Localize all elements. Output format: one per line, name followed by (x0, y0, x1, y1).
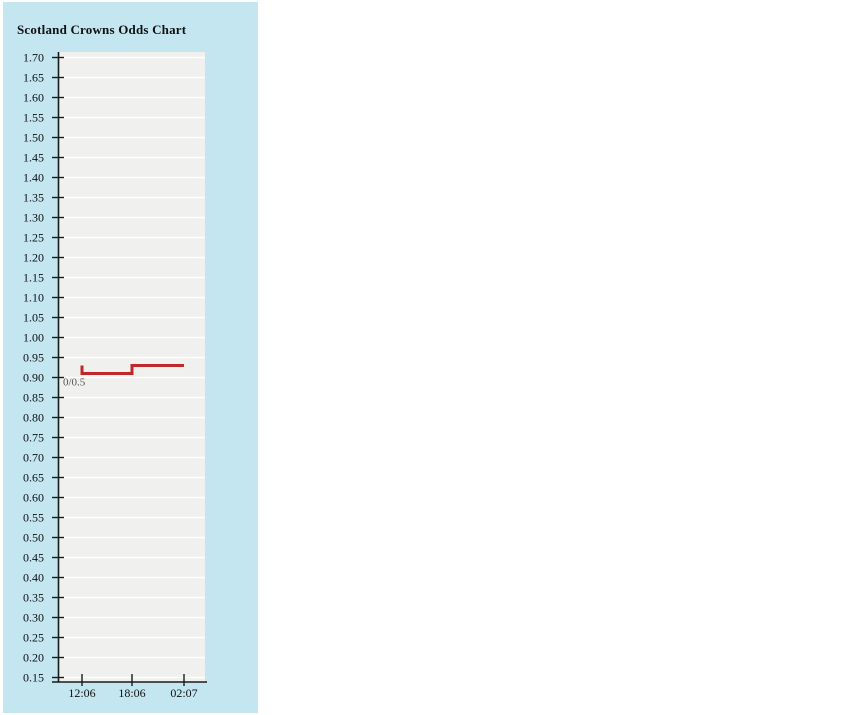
y-tick-label: 1.25 (23, 231, 44, 245)
y-tick-label: 0.55 (23, 511, 44, 525)
y-tick-label: 0.20 (23, 651, 44, 665)
y-tick-label: 1.00 (23, 331, 44, 345)
y-tick-label: 1.40 (23, 171, 44, 185)
y-tick-label: 0.80 (23, 411, 44, 425)
y-tick-label: 1.30 (23, 211, 44, 225)
y-tick-label: 0.70 (23, 451, 44, 465)
x-tick-label: 02:07 (170, 686, 197, 700)
y-tick-label: 0.40 (23, 571, 44, 585)
y-tick-label: 0.90 (23, 371, 44, 385)
chart-title: Scotland Crowns Odds Chart (17, 22, 187, 37)
y-tick-label: 1.10 (23, 291, 44, 305)
y-tick-label: 1.05 (23, 311, 44, 325)
y-tick-label: 0.95 (23, 351, 44, 365)
y-tick-label: 0.50 (23, 531, 44, 545)
y-tick-label: 1.60 (23, 91, 44, 105)
y-tick-label: 0.85 (23, 391, 44, 405)
y-tick-label: 1.45 (23, 151, 44, 165)
y-tick-label: 0.35 (23, 591, 44, 605)
x-tick-label: 18:06 (118, 686, 145, 700)
y-tick-label: 0.25 (23, 631, 44, 645)
y-tick-label: 0.45 (23, 551, 44, 565)
y-tick-label: 0.75 (23, 431, 44, 445)
y-tick-label: 0.60 (23, 491, 44, 505)
y-tick-label: 1.20 (23, 251, 44, 265)
y-tick-label: 0.30 (23, 611, 44, 625)
odds-step-chart: 1.70 1.65 1.60 1.55 1.50 1.45 1.40 1.35 1.30 1.25… (23, 51, 207, 700)
y-tick-label: 1.15 (23, 271, 44, 285)
y-tick-label: 1.50 (23, 131, 44, 145)
y-tick-label: 0.65 (23, 471, 44, 485)
y-tick-label: 0.15 (23, 671, 44, 685)
y-tick-label: 1.55 (23, 111, 44, 125)
odds-line (80, 364, 184, 375)
handicap-annotation: 0/0.5 (63, 377, 86, 389)
x-tick-label: 12:06 (68, 686, 95, 700)
y-tick-label: 1.65 (23, 71, 44, 85)
y-tick-label: 1.70 (23, 51, 44, 65)
y-tick-label: 1.35 (23, 191, 44, 205)
